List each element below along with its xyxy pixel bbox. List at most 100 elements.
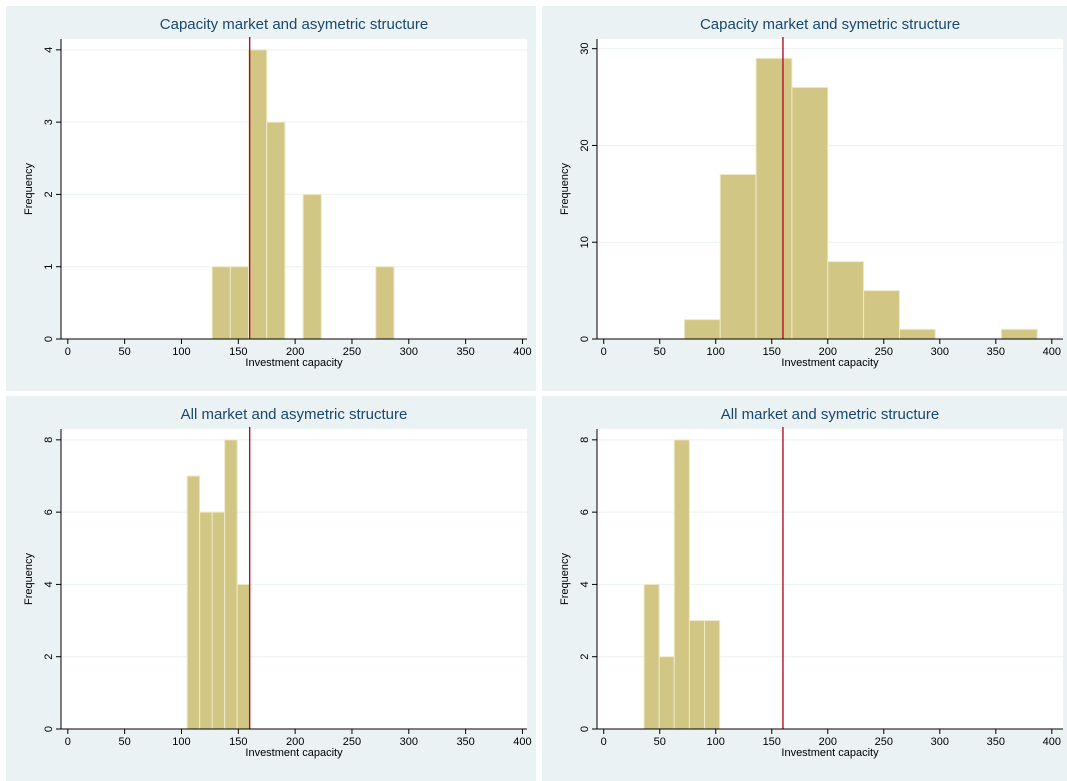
x-tick-label: 150 [229,736,247,748]
x-tick-label: 400 [513,346,531,358]
x-tick-label: 400 [1043,346,1061,358]
y-tick-label: 0 [43,726,55,732]
histogram-chart: 0 2 4 6 8 0 50 100 150 200 250 300 350 400 All market … [6,396,536,781]
y-tick-label: 8 [579,437,591,443]
x-axis-label: Investment capacity [245,747,343,759]
x-tick-label: 0 [601,346,607,358]
y-tick-label: 3 [43,119,55,125]
x-tick-label: 250 [875,736,893,748]
y-tick-label: 2 [43,654,55,660]
x-tick-label: 400 [1043,736,1061,748]
x-tick-label: 150 [763,736,781,748]
histogram-chart: 0 1 2 3 4 0 50 100 150 200 250 300 350 400 Capacity ma… [6,6,536,391]
x-tick-label: 100 [707,346,725,358]
histogram-bar [211,511,226,730]
y-tick-label: 30 [579,43,591,55]
histogram-bar [224,439,238,730]
y-tick-label: 8 [43,437,55,443]
x-tick-label: 300 [400,736,418,748]
x-tick-label: 100 [172,736,190,748]
histogram-bar [211,266,231,340]
x-tick-label: 150 [229,346,247,358]
y-tick-label: 6 [43,509,55,515]
histogram-bar [673,439,690,730]
histogram-bar [236,583,251,730]
histogram-bar [704,620,721,730]
y-axis-label: Frequency [23,553,35,605]
x-axis-label: Investment capacity [781,357,879,369]
x-tick-label: 300 [400,346,418,358]
histogram-bar [755,57,793,340]
y-tick-label: 4 [579,581,591,587]
y-tick-label: 6 [579,509,591,515]
x-tick-label: 200 [819,736,837,748]
y-tick-label: 0 [43,336,55,342]
x-tick-label: 200 [286,346,304,358]
histogram-bar [375,266,395,340]
histogram-bar [248,49,268,340]
x-tick-label: 250 [343,736,361,748]
x-tick-label: 100 [172,346,190,358]
histogram-bar [827,261,865,340]
histogram-bar [683,319,721,340]
x-tick-label: 0 [65,736,71,748]
chart-title: Capacity market and asymetric structure [160,16,428,33]
histogram-panel-capacity-symetric: 0 10 20 30 0 50 100 150 200 250 300 350 400 Capacity … [542,6,1067,391]
y-tick-label: 0 [579,336,591,342]
y-tick-label: 2 [579,654,591,660]
x-tick-label: 250 [875,346,893,358]
x-tick-label: 100 [707,736,725,748]
y-tick-label: 10 [579,236,591,248]
histogram-chart: 0 2 4 6 8 0 50 100 150 200 250 300 350 400 All market … [542,396,1067,781]
y-axis-label: Frequency [559,163,571,215]
histogram-bar [302,193,322,340]
x-tick-label: 300 [931,736,949,748]
histogram-bar [643,583,660,730]
y-tick-label: 2 [43,191,55,197]
y-tick-label: 0 [579,726,591,732]
y-axis-label: Frequency [559,553,571,605]
y-tick-label: 4 [43,47,55,53]
chart-title: All market and asymetric structure [181,406,408,423]
histogram-bar [1000,328,1038,340]
y-axis-label: Frequency [23,163,35,215]
x-tick-label: 350 [456,736,474,748]
x-axis-label: Investment capacity [781,747,879,759]
histogram-bar [186,475,201,730]
x-tick-label: 50 [654,346,666,358]
chart-title: Capacity market and symetric structure [700,16,960,33]
x-tick-label: 350 [987,736,1005,748]
histogram-bar [791,86,829,340]
histogram-bar [266,121,286,340]
y-tick-label: 4 [43,581,55,587]
x-tick-label: 250 [343,346,361,358]
x-tick-label: 0 [601,736,607,748]
x-tick-label: 150 [763,346,781,358]
plot-area [61,39,527,339]
histogram-bar [898,328,936,340]
histogram-bar [658,656,675,730]
plot-area [61,429,527,729]
chart-title: All market and symetric structure [721,406,939,423]
y-tick-label: 20 [579,139,591,151]
histogram-bar [719,173,757,340]
histogram-panel-all-asymetric: 0 2 4 6 8 0 50 100 150 200 250 300 350 400 All market … [6,396,536,781]
x-tick-label: 350 [987,346,1005,358]
x-tick-label: 300 [931,346,949,358]
x-tick-label: 50 [654,736,666,748]
x-tick-label: 400 [513,736,531,748]
x-tick-label: 200 [286,736,304,748]
x-tick-label: 50 [119,736,131,748]
histogram-bar [688,620,706,730]
x-axis-label: Investment capacity [245,357,343,369]
y-tick-label: 1 [43,264,55,270]
histogram-bar [199,511,213,730]
x-tick-label: 0 [65,346,71,358]
x-tick-label: 200 [819,346,837,358]
histogram-bar [863,290,900,340]
x-tick-label: 350 [456,346,474,358]
histogram-bar [229,266,250,340]
x-tick-label: 50 [119,346,131,358]
